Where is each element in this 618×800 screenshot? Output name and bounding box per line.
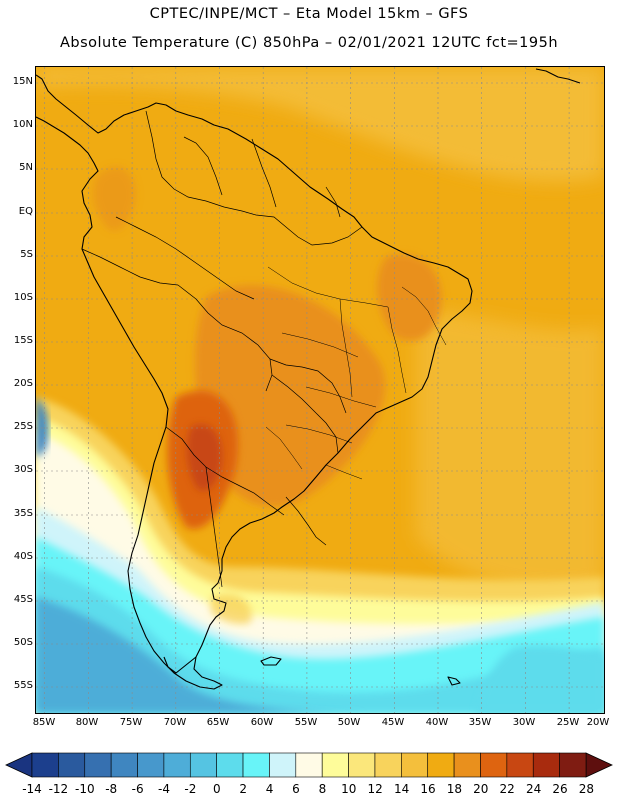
colorbar-label: 8 <box>318 782 327 796</box>
colorbar-swatch <box>374 752 402 778</box>
colorbar-swatch <box>506 752 534 778</box>
colorbar-label: 6 <box>292 782 300 796</box>
colorbar-swatch <box>110 752 138 778</box>
colorbar-label: -14 <box>22 782 42 796</box>
colorbar-swatch <box>532 752 560 778</box>
lat-label: 10S <box>13 292 33 303</box>
colorbar-label: -2 <box>184 782 197 796</box>
colorbar-swatch <box>216 752 244 778</box>
lon-label: 50W <box>337 717 361 728</box>
lat-label: 10N <box>12 119 33 130</box>
colorbar-label: -12 <box>48 782 69 796</box>
colorbar <box>5 752 613 778</box>
colorbar-label: 4 <box>265 782 274 796</box>
colorbar-swatch <box>427 752 455 778</box>
colorbar-label: 22 <box>499 782 515 796</box>
lon-label: 25W <box>556 717 580 728</box>
colorbar-swatch <box>137 752 165 778</box>
colorbar-over-arrow <box>585 752 613 778</box>
lat-label: 15N <box>12 76 33 87</box>
colorbar-swatch <box>348 752 376 778</box>
lat-label: 20S <box>13 378 33 389</box>
colorbar-label: -10 <box>74 782 95 796</box>
map-canvas <box>36 67 604 713</box>
colorbar-label: 2 <box>239 782 248 796</box>
lon-label: 35W <box>468 717 492 728</box>
colorbar-swatch <box>189 752 217 778</box>
lat-label: 50S <box>13 637 33 648</box>
colorbar-label: -6 <box>131 782 144 796</box>
lat-label: 45S <box>13 594 33 605</box>
lon-label: 20W <box>586 717 610 728</box>
colorbar-label: -4 <box>158 782 170 796</box>
colorbar-swatch <box>31 752 59 778</box>
colorbar-swatch <box>84 752 112 778</box>
colorbar-label: 26 <box>552 782 568 796</box>
colorbar-label: 20 <box>473 782 489 796</box>
colorbar-swatch <box>453 752 481 778</box>
colorbar-swatch <box>295 752 323 778</box>
colorbar-swatch <box>401 752 429 778</box>
lat-label: 15S <box>13 335 33 346</box>
lon-label: 60W <box>250 717 274 728</box>
temperature-field <box>36 67 604 713</box>
colorbar-label: -8 <box>105 782 118 796</box>
colorbar-swatch <box>269 752 297 778</box>
lat-label: 30S <box>13 464 33 475</box>
lon-label: 75W <box>119 717 143 728</box>
colorbar-swatches <box>31 752 587 778</box>
colorbar-label: 12 <box>367 782 383 796</box>
colorbar-label: 10 <box>341 782 357 796</box>
lon-label: 85W <box>32 717 56 728</box>
lat-label: 5S <box>20 249 33 260</box>
colorbar-swatch <box>242 752 270 778</box>
colorbar-swatch <box>58 752 86 778</box>
colorbar-label: 28 <box>578 782 595 796</box>
colorbar-swatch <box>163 752 191 778</box>
lat-label: 35S <box>13 508 33 519</box>
title-line-2: Absolute Temperature (C) 850hPa – 02/01/… <box>59 35 559 51</box>
lon-label: 80W <box>75 717 99 728</box>
colorbar-under-arrow <box>5 752 33 778</box>
lat-label: 40S <box>13 551 33 562</box>
colorbar-swatch <box>321 752 349 778</box>
lat-label: EQ <box>18 206 33 217</box>
lat-label: 5N <box>19 162 33 173</box>
colorbar-swatch <box>480 752 508 778</box>
colorbar-label: 18 <box>446 782 463 796</box>
colorbar-label: 0 <box>212 782 221 796</box>
country-borders <box>81 110 363 588</box>
colorbar-label: 16 <box>420 782 436 796</box>
lon-label: 65W <box>206 717 230 728</box>
colorbar-label: 14 <box>393 782 410 796</box>
coastline <box>36 68 581 690</box>
colorbar-label: 24 <box>525 782 542 796</box>
lat-label: 55S <box>13 680 33 691</box>
state-borders <box>265 266 447 480</box>
lat-label: 25S <box>13 421 33 432</box>
lon-label: 45W <box>381 717 405 728</box>
lon-label: 70W <box>163 717 187 728</box>
lon-label: 40W <box>425 717 449 728</box>
colorbar-swatch <box>559 752 587 778</box>
title-line-1: CPTEC/INPE/MCT – Eta Model 15km – GFS <box>149 6 469 22</box>
temperature-map <box>35 66 605 714</box>
lon-label: 30W <box>512 717 536 728</box>
lon-label: 55W <box>294 717 318 728</box>
